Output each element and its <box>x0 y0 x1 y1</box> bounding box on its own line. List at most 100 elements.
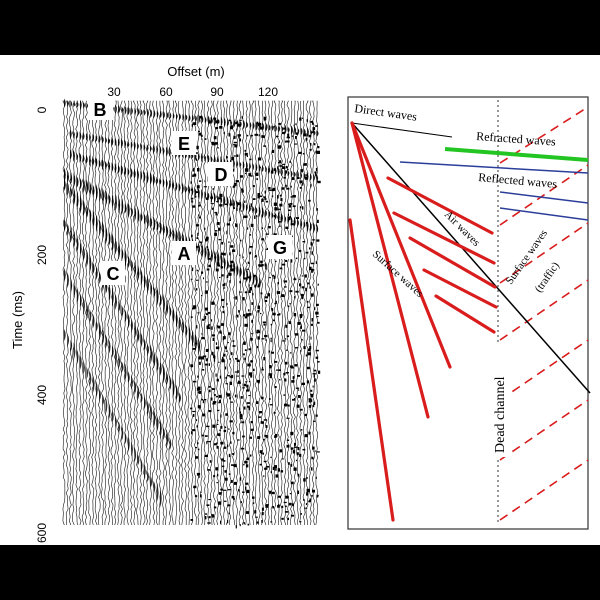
noise-speckle <box>229 420 233 423</box>
noise-speckle <box>298 250 302 252</box>
noise-speckle <box>284 378 287 382</box>
noise-speckle <box>248 173 252 176</box>
noise-speckle <box>303 498 305 501</box>
noise-speckle <box>264 467 268 470</box>
offset-axis-title: Offset (m) <box>167 64 225 79</box>
seismic-event-wavelet <box>76 176 79 188</box>
seismic-event-wavelet <box>70 339 73 352</box>
seismic-event-wavelet <box>98 134 101 144</box>
seismic-event-wavelet <box>268 165 271 175</box>
seismic-trace <box>305 100 309 525</box>
noise-speckle <box>258 264 260 267</box>
noise-speckle <box>302 448 306 451</box>
noise-speckle <box>249 372 253 376</box>
seismic-event-wavelet <box>147 211 149 230</box>
noise-speckle <box>308 398 312 400</box>
seismic-event-wavelet <box>179 113 181 121</box>
noise-speckle <box>313 374 315 378</box>
noise-speckle <box>219 126 223 129</box>
seismic-event-wavelet <box>130 167 133 179</box>
seismic-event-wavelet <box>255 206 258 215</box>
noise-speckle <box>252 185 255 188</box>
noise-speckle <box>285 324 288 328</box>
noise-speckle <box>214 142 218 145</box>
seismic-event-wavelet <box>102 135 104 144</box>
noise-speckle <box>204 307 208 311</box>
surface-wave-line <box>408 236 497 289</box>
noise-speckle <box>255 516 258 518</box>
seismic-event-wavelet <box>67 100 69 107</box>
seismic-event-wavelet <box>172 112 175 120</box>
seismic-event-wavelet <box>239 199 242 212</box>
noise-speckle <box>244 152 248 156</box>
noise-speckle <box>217 473 219 477</box>
noise-speckle <box>246 489 250 494</box>
noise-speckle <box>216 262 220 266</box>
noise-speckle <box>310 389 313 392</box>
seismic-event-wavelet <box>239 161 242 168</box>
seismic-trace <box>190 100 194 526</box>
noise-speckle <box>251 302 254 305</box>
noise-speckle <box>227 504 231 507</box>
seismic-event-wavelet <box>96 320 98 332</box>
seismic-event-wavelet <box>102 158 104 171</box>
noise-speckle <box>236 128 238 131</box>
noise-speckle <box>226 392 228 396</box>
seismic-trace <box>302 100 306 526</box>
noise-speckle <box>290 514 294 517</box>
noise-speckle <box>226 393 231 397</box>
noise-speckle <box>265 233 269 235</box>
seismic-event-wavelet <box>99 321 101 342</box>
seismic-event-wavelet <box>76 101 79 108</box>
seismic-trace <box>65 100 69 525</box>
seismic-event-wavelet <box>83 246 85 262</box>
noise-speckle <box>206 268 210 271</box>
noise-speckle <box>270 521 273 523</box>
noise-speckle <box>227 444 229 448</box>
seismic-event-wavelet <box>294 171 296 178</box>
seismic-event-wavelet <box>176 311 178 328</box>
seismic-trace <box>72 100 75 526</box>
noise-speckle <box>232 168 235 172</box>
seismic-event-wavelet <box>140 212 143 223</box>
noise-speckle <box>300 169 304 173</box>
noise-speckle <box>195 456 199 459</box>
noise-speckle <box>259 166 261 169</box>
noise-speckle <box>239 477 242 481</box>
seismic-event-wavelet <box>259 121 261 132</box>
seismic-event-wavelet <box>242 161 245 170</box>
noise-speckle <box>305 137 308 141</box>
seismic-event-wavelet <box>102 394 105 406</box>
seismic-event-wavelet <box>137 264 140 282</box>
seismic-event-wavelet <box>134 379 137 396</box>
noise-speckle <box>286 349 288 351</box>
noise-speckle <box>255 172 259 176</box>
seismic-event-wavelet <box>127 167 130 177</box>
seismic-event-wavelet <box>70 186 73 199</box>
noise-speckle <box>193 173 197 177</box>
noise-speckle <box>260 312 262 315</box>
noise-speckle <box>279 165 283 167</box>
noise-speckle <box>231 464 234 466</box>
noise-speckle <box>191 123 193 127</box>
seismic-event-wavelet <box>76 348 79 365</box>
noise-speckle <box>275 434 278 438</box>
noise-speckle <box>279 160 282 162</box>
seismic-event-wavelet <box>271 211 274 219</box>
noise-speckle <box>273 168 276 171</box>
noise-speckle <box>243 314 246 317</box>
noise-speckle <box>294 442 296 446</box>
noise-speckle <box>227 489 231 491</box>
noise-speckle <box>193 485 197 489</box>
seismic-event-wavelet <box>150 108 153 119</box>
noise-speckle <box>228 512 230 515</box>
noise-speckle <box>245 482 249 485</box>
noise-speckle <box>206 358 209 361</box>
noise-speckle <box>285 505 287 508</box>
noise-speckle <box>257 436 261 439</box>
seismic-event-wavelet <box>166 225 169 238</box>
noise-speckle <box>270 323 273 326</box>
seismic-event-wavelet <box>108 283 111 301</box>
noise-speckle <box>193 122 197 125</box>
noise-speckle <box>263 116 267 120</box>
